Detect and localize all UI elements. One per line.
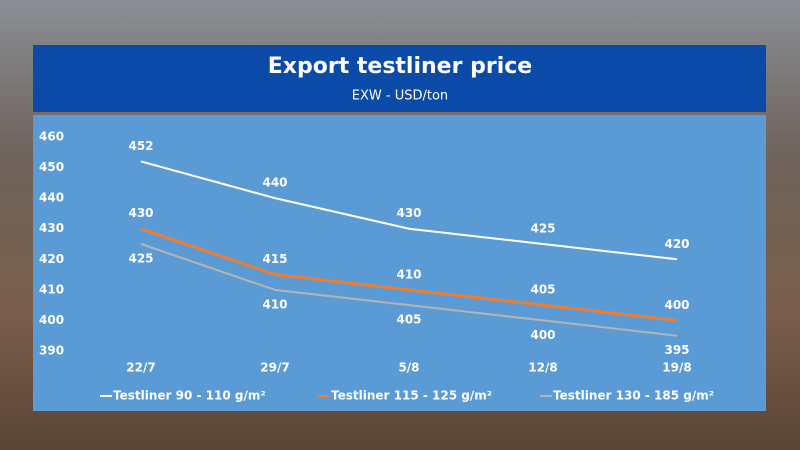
chart-title: Export testliner price [268,54,532,79]
title-panel [33,45,766,112]
y-tick-label: 430 [39,221,64,235]
series-line [140,160,678,261]
x-tick-label: 5/8 [398,361,419,375]
y-tick-label: 390 [39,344,64,358]
x-tick-label: 12/8 [528,361,557,375]
y-tick-label: 440 [39,191,64,205]
data-label: 415 [262,252,287,266]
data-label: 425 [128,252,153,266]
y-tick-label: 410 [39,282,64,296]
data-label: 430 [128,206,153,220]
data-label: 400 [530,328,555,342]
data-label: 395 [664,343,689,357]
chart-subtitle: EXW - USD/ton [352,89,448,104]
series-line [140,243,678,337]
data-label: 405 [396,313,421,327]
data-label: 405 [530,283,555,297]
x-tick-label: 19/8 [662,361,691,375]
data-label: 420 [664,237,689,251]
data-label: 440 [262,176,287,190]
legend-label: Testliner 130 - 185 g/m² [553,389,714,403]
data-label: 452 [128,139,153,153]
legend-label: Testliner 115 - 125 g/m² [331,389,492,403]
x-tick-label: 22/7 [126,361,155,375]
legend-label: Testliner 90 - 110 g/m² [113,389,266,403]
series-line [140,227,678,322]
data-label: 410 [396,267,421,281]
y-tick-label: 400 [39,313,64,327]
x-tick-label: 29/7 [260,361,289,375]
plot: 390 400 410 420 430 440 450 460 22/7 29/7 5/8 12/8 1… [39,130,714,403]
y-tick-label: 450 [39,160,64,174]
data-label: 410 [262,297,287,311]
data-label: 400 [664,298,689,312]
data-label: 425 [530,222,555,236]
y-tick-label: 420 [39,252,64,266]
data-label: 430 [396,206,421,220]
y-tick-label: 460 [39,130,64,144]
